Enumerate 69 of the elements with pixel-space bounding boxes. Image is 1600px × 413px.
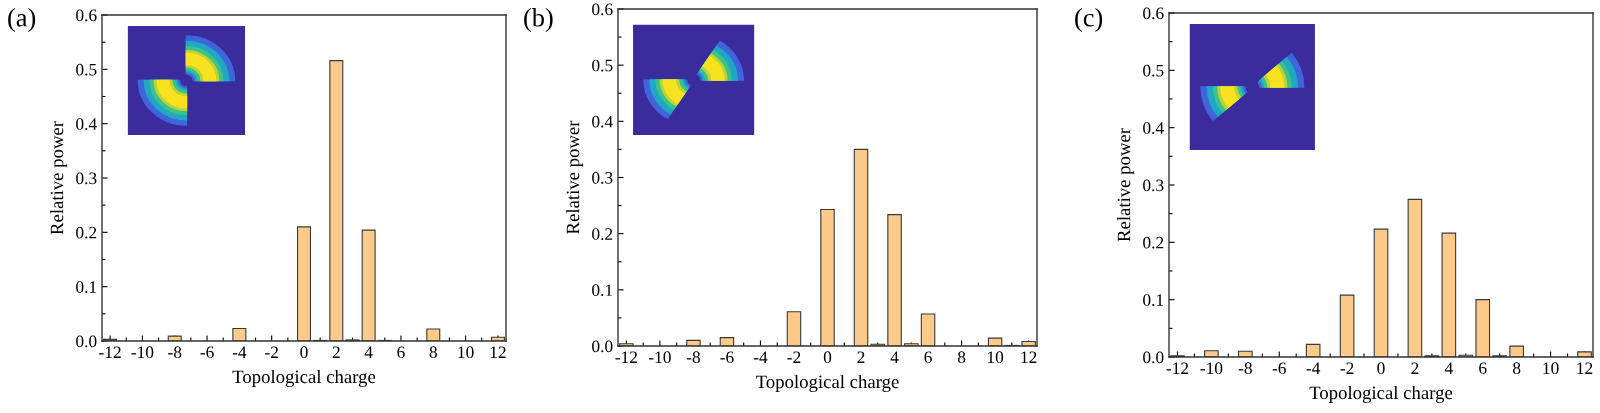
y-tick-label: 0.6 bbox=[76, 9, 97, 22]
x-tick-label: -2 bbox=[1340, 362, 1354, 374]
x-tick-label: -2 bbox=[787, 351, 801, 363]
x-tick-label: 10 bbox=[987, 351, 1004, 364]
x-tick-label: 12 bbox=[1577, 362, 1593, 374]
chart-title: (c) bbox=[1075, 8, 1103, 32]
y-tick-label: 0.3 bbox=[592, 171, 613, 184]
y-tick-label: 0.4 bbox=[592, 115, 613, 128]
y-tick-label: 0.1 bbox=[76, 281, 97, 293]
x-tick-label: -4 bbox=[232, 346, 247, 358]
chart-title: (b) bbox=[524, 8, 553, 32]
y-tick-label: 0.4 bbox=[76, 118, 97, 130]
x-tick-label: -8 bbox=[168, 346, 182, 359]
x-tick-label: 6 bbox=[924, 351, 932, 364]
x-tick-label: -10 bbox=[648, 351, 671, 364]
y-tick-label: 0.3 bbox=[76, 172, 97, 185]
x-tick-label: 8 bbox=[429, 346, 437, 359]
x-tick-label: -4 bbox=[1306, 362, 1321, 374]
x-tick-label: -6 bbox=[200, 346, 214, 359]
y-tick-label: 0.2 bbox=[1143, 236, 1164, 249]
x-tick-label: 10 bbox=[1543, 362, 1559, 375]
x-tick-label: 6 bbox=[1479, 362, 1487, 375]
x-tick-label: 0 bbox=[1377, 362, 1385, 375]
x-tick-label: -10 bbox=[1200, 362, 1223, 375]
x-tick-label: -6 bbox=[1272, 362, 1286, 375]
x-tick-label: -10 bbox=[131, 346, 154, 359]
y-tick-label: 0.2 bbox=[592, 228, 613, 240]
y-tick-label: 0.5 bbox=[592, 59, 613, 72]
x-axis-title: Topological charge bbox=[1309, 385, 1453, 403]
y-tick-label: 0.3 bbox=[1143, 179, 1164, 192]
x-tick-label: 4 bbox=[364, 346, 373, 358]
x-tick-label: 6 bbox=[397, 346, 405, 359]
y-tick-label: 0.5 bbox=[1143, 64, 1164, 77]
x-tick-label: -2 bbox=[265, 346, 278, 358]
x-axis-title: Topological charge bbox=[232, 369, 376, 387]
x-tick-label: 4 bbox=[890, 351, 899, 363]
x-tick-label: 8 bbox=[957, 351, 966, 364]
y-tick-label: 0.0 bbox=[1143, 351, 1164, 364]
x-tick-label: -8 bbox=[686, 351, 700, 364]
y-tick-label: 0.2 bbox=[76, 226, 97, 239]
x-axis-title: Topological charge bbox=[756, 374, 899, 392]
x-tick-label: 12 bbox=[490, 346, 506, 358]
x-tick-label: -6 bbox=[720, 351, 734, 364]
chart-title: (a) bbox=[8, 8, 36, 32]
y-tick-label: 0.0 bbox=[76, 335, 97, 348]
y-axis-title: Relative power bbox=[566, 120, 584, 234]
y-tick-label: 0.0 bbox=[592, 340, 613, 353]
x-tick-label: 4 bbox=[1444, 362, 1453, 374]
x-tick-label: 10 bbox=[458, 346, 474, 359]
y-tick-label: 0.6 bbox=[592, 3, 613, 16]
x-tick-label: -12 bbox=[1166, 362, 1189, 374]
x-tick-label: 2 bbox=[1411, 362, 1419, 374]
x-tick-label: -4 bbox=[753, 351, 768, 363]
x-tick-label: -8 bbox=[1238, 362, 1252, 375]
x-tick-label: -12 bbox=[615, 351, 637, 363]
y-tick-label: 0.1 bbox=[1143, 294, 1164, 306]
y-tick-label: 0.5 bbox=[76, 63, 97, 76]
x-tick-label: 2 bbox=[857, 351, 865, 363]
x-tick-label: 12 bbox=[1021, 351, 1037, 363]
y-axis-title: Relative power bbox=[50, 121, 68, 235]
y-tick-label: 0.1 bbox=[592, 284, 613, 297]
x-tick-label: 0 bbox=[300, 346, 308, 359]
x-tick-label: -12 bbox=[99, 346, 121, 358]
x-tick-label: 8 bbox=[1513, 362, 1521, 375]
x-tick-label: 0 bbox=[823, 351, 832, 364]
y-tick-label: 0.4 bbox=[1143, 122, 1164, 134]
x-tick-label: 2 bbox=[332, 346, 340, 358]
y-axis-title: Relative power bbox=[1117, 128, 1135, 242]
y-tick-label: 0.6 bbox=[1143, 7, 1164, 20]
